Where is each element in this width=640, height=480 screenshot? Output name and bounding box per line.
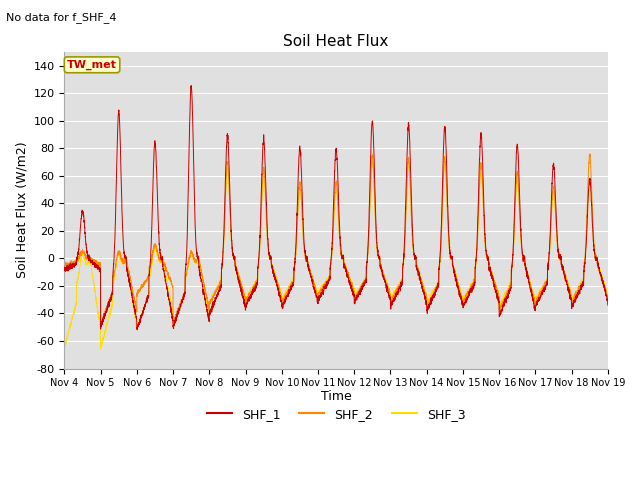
Line: SHF_3: SHF_3 [65,161,608,349]
Title: Soil Heat Flux: Soil Heat Flux [284,34,388,49]
SHF_1 [158,255,166,261]
SHF_2 [489,272,497,278]
SHF_3 [61,346,68,351]
SHF_1 [604,302,612,308]
SHF_1 [188,83,195,88]
SHF_1 [133,327,141,333]
Text: TW_met: TW_met [67,60,117,70]
Y-axis label: Soil Heat Flux (W/m2): Soil Heat Flux (W/m2) [15,142,28,278]
Line: SHF_2: SHF_2 [65,154,608,325]
SHF_2 [586,151,594,157]
SHF_1 [61,264,68,270]
SHF_3 [489,272,497,277]
X-axis label: Time: Time [321,390,351,403]
SHF_3 [158,256,166,262]
SHF_1 [458,300,466,306]
SHF_3 [316,287,324,293]
SHF_3 [458,293,466,299]
SHF_2 [604,294,611,300]
Legend: SHF_1, SHF_2, SHF_3: SHF_1, SHF_2, SHF_3 [202,403,470,426]
SHF_3 [97,346,104,352]
Text: No data for f_SHF_4: No data for f_SHF_4 [6,12,117,23]
SHF_3 [604,296,612,301]
SHF_2 [604,300,612,306]
SHF_2 [458,296,466,302]
SHF_1 [316,293,324,299]
SHF_3 [604,292,611,298]
SHF_2 [61,263,68,268]
SHF_3 [428,291,436,297]
SHF_2 [97,323,104,328]
Line: SHF_1: SHF_1 [65,85,608,330]
SHF_2 [428,293,436,299]
SHF_1 [428,298,436,303]
SHF_2 [316,290,324,296]
SHF_3 [369,158,376,164]
SHF_2 [158,255,166,261]
SHF_1 [489,276,497,282]
SHF_1 [604,296,611,302]
